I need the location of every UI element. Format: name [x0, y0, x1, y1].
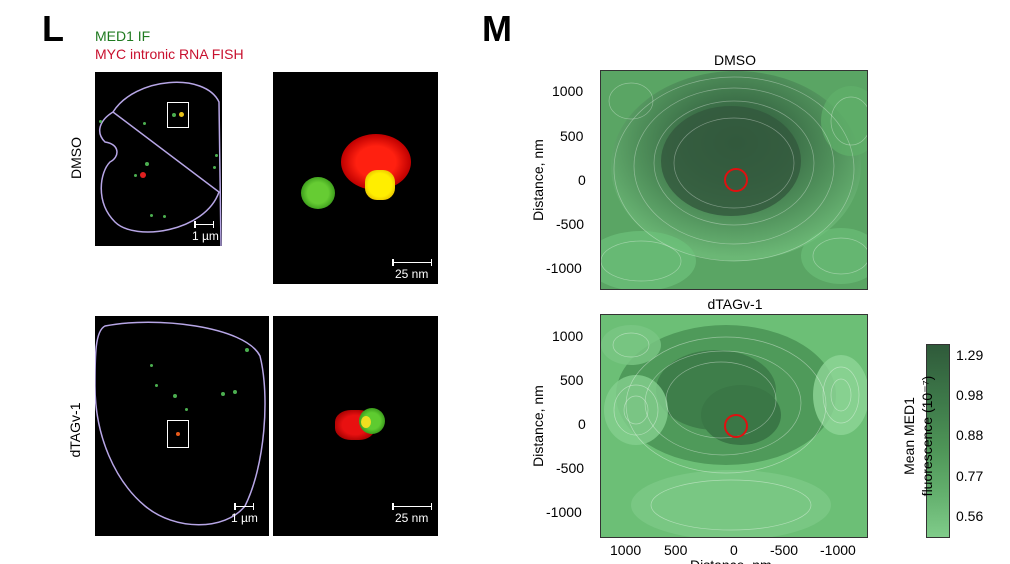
- colorbar-label-line2: fluorescence (10⁻⁷): [919, 375, 935, 497]
- row-label-dmso: DMSO: [68, 137, 84, 179]
- x-axis-label: Distance, nm: [690, 558, 772, 564]
- med1-focus: [245, 348, 249, 352]
- row-label-dtag: dTAGv-1: [67, 402, 83, 458]
- med1-focus: [233, 390, 237, 394]
- x-tick: 0: [730, 542, 738, 558]
- nucleus-outline: [98, 81, 222, 246]
- heatmap-dtag-canvas: [601, 315, 867, 537]
- med1-focus: [163, 215, 166, 218]
- dmso-zoom-image: 1 µm 25 nm: [273, 72, 438, 284]
- colorbar-tick: 0.98: [956, 387, 984, 403]
- scale-bar-label: 25 nm: [395, 511, 429, 525]
- y-tick: -1000: [546, 504, 582, 520]
- colocalized-signal: [365, 170, 395, 200]
- med1-focus: [143, 122, 146, 125]
- colorbar-tick: 1.29: [956, 347, 984, 363]
- plot-title-dmso: DMSO: [714, 52, 756, 68]
- legend-med1: MED1 IF: [95, 28, 151, 44]
- x-tick: -500: [770, 542, 799, 558]
- zoom-box: [167, 102, 189, 128]
- heatmap-dtag: [600, 314, 868, 538]
- zoom-box: [167, 420, 189, 448]
- scale-bar-label: 1 µm: [192, 229, 219, 243]
- y-axis-label-bottom: Distance, nm: [530, 385, 546, 467]
- scale-bar: [392, 503, 432, 510]
- y-axis-label-top: Distance, nm: [530, 139, 546, 221]
- colorbar-label: Mean MED1 fluorescence (10⁻⁷): [900, 356, 936, 516]
- x-tick: -1000: [820, 542, 856, 558]
- med1-focus: [134, 174, 137, 177]
- med1-focus: [173, 394, 177, 398]
- dtag-nucleus-image: 1 µm: [95, 316, 269, 536]
- legend-myc: MYC intronic RNA FISH: [95, 46, 244, 62]
- heatmap-dmso: [600, 70, 868, 290]
- colocalized-signal: [361, 416, 371, 428]
- y-tick: -500: [556, 216, 585, 232]
- y-tick: -500: [556, 460, 585, 476]
- colorbar-tick: 0.56: [956, 508, 984, 524]
- dmso-nucleus-image: 1 µm: [95, 72, 222, 246]
- colorbar-label-line1: Mean MED1: [901, 397, 917, 475]
- scale-bar: [194, 221, 214, 228]
- colorbar-tick: 0.88: [956, 427, 984, 443]
- y-tick: -1000: [546, 260, 582, 276]
- med1-signal: [301, 177, 335, 209]
- heatmap-dmso-canvas: [601, 71, 867, 289]
- med1-focus: [179, 112, 184, 117]
- med1-focus: [215, 154, 218, 157]
- scale-bar-label: 25 nm: [395, 267, 429, 281]
- med1-focus: [155, 384, 158, 387]
- scale-bar: [392, 259, 432, 266]
- scale-bar: [234, 503, 254, 510]
- x-tick: 1000: [610, 542, 642, 558]
- colorbar: [926, 344, 950, 538]
- med1-focus: [213, 166, 216, 169]
- y-tick: 500: [560, 128, 584, 144]
- med1-focus: [145, 162, 149, 166]
- y-tick: 0: [578, 172, 586, 188]
- colorbar-tick: 0.77: [956, 468, 984, 484]
- nucleus-outline: [95, 321, 266, 526]
- scale-bar-label: 1 µm: [231, 511, 258, 525]
- x-tick: 500: [664, 542, 688, 558]
- dtag-zoom-image: 25 nm: [273, 316, 438, 536]
- plot-title-dtag: dTAGv-1: [707, 296, 763, 312]
- myc-focus: [176, 432, 180, 436]
- y-tick: 1000: [552, 328, 584, 344]
- panel-letter-m: M: [482, 8, 512, 49]
- y-tick: 500: [560, 372, 584, 388]
- med1-focus: [150, 364, 153, 367]
- med1-focus: [99, 120, 102, 123]
- center-marker: [724, 414, 748, 438]
- med1-focus: [185, 408, 188, 411]
- panel-letter-l: L: [42, 8, 64, 49]
- med1-focus: [150, 214, 153, 217]
- center-marker: [724, 168, 748, 192]
- myc-focus: [140, 172, 146, 178]
- y-tick: 0: [578, 416, 586, 432]
- med1-focus: [221, 392, 225, 396]
- y-tick: 1000: [552, 83, 584, 99]
- med1-focus: [172, 113, 176, 117]
